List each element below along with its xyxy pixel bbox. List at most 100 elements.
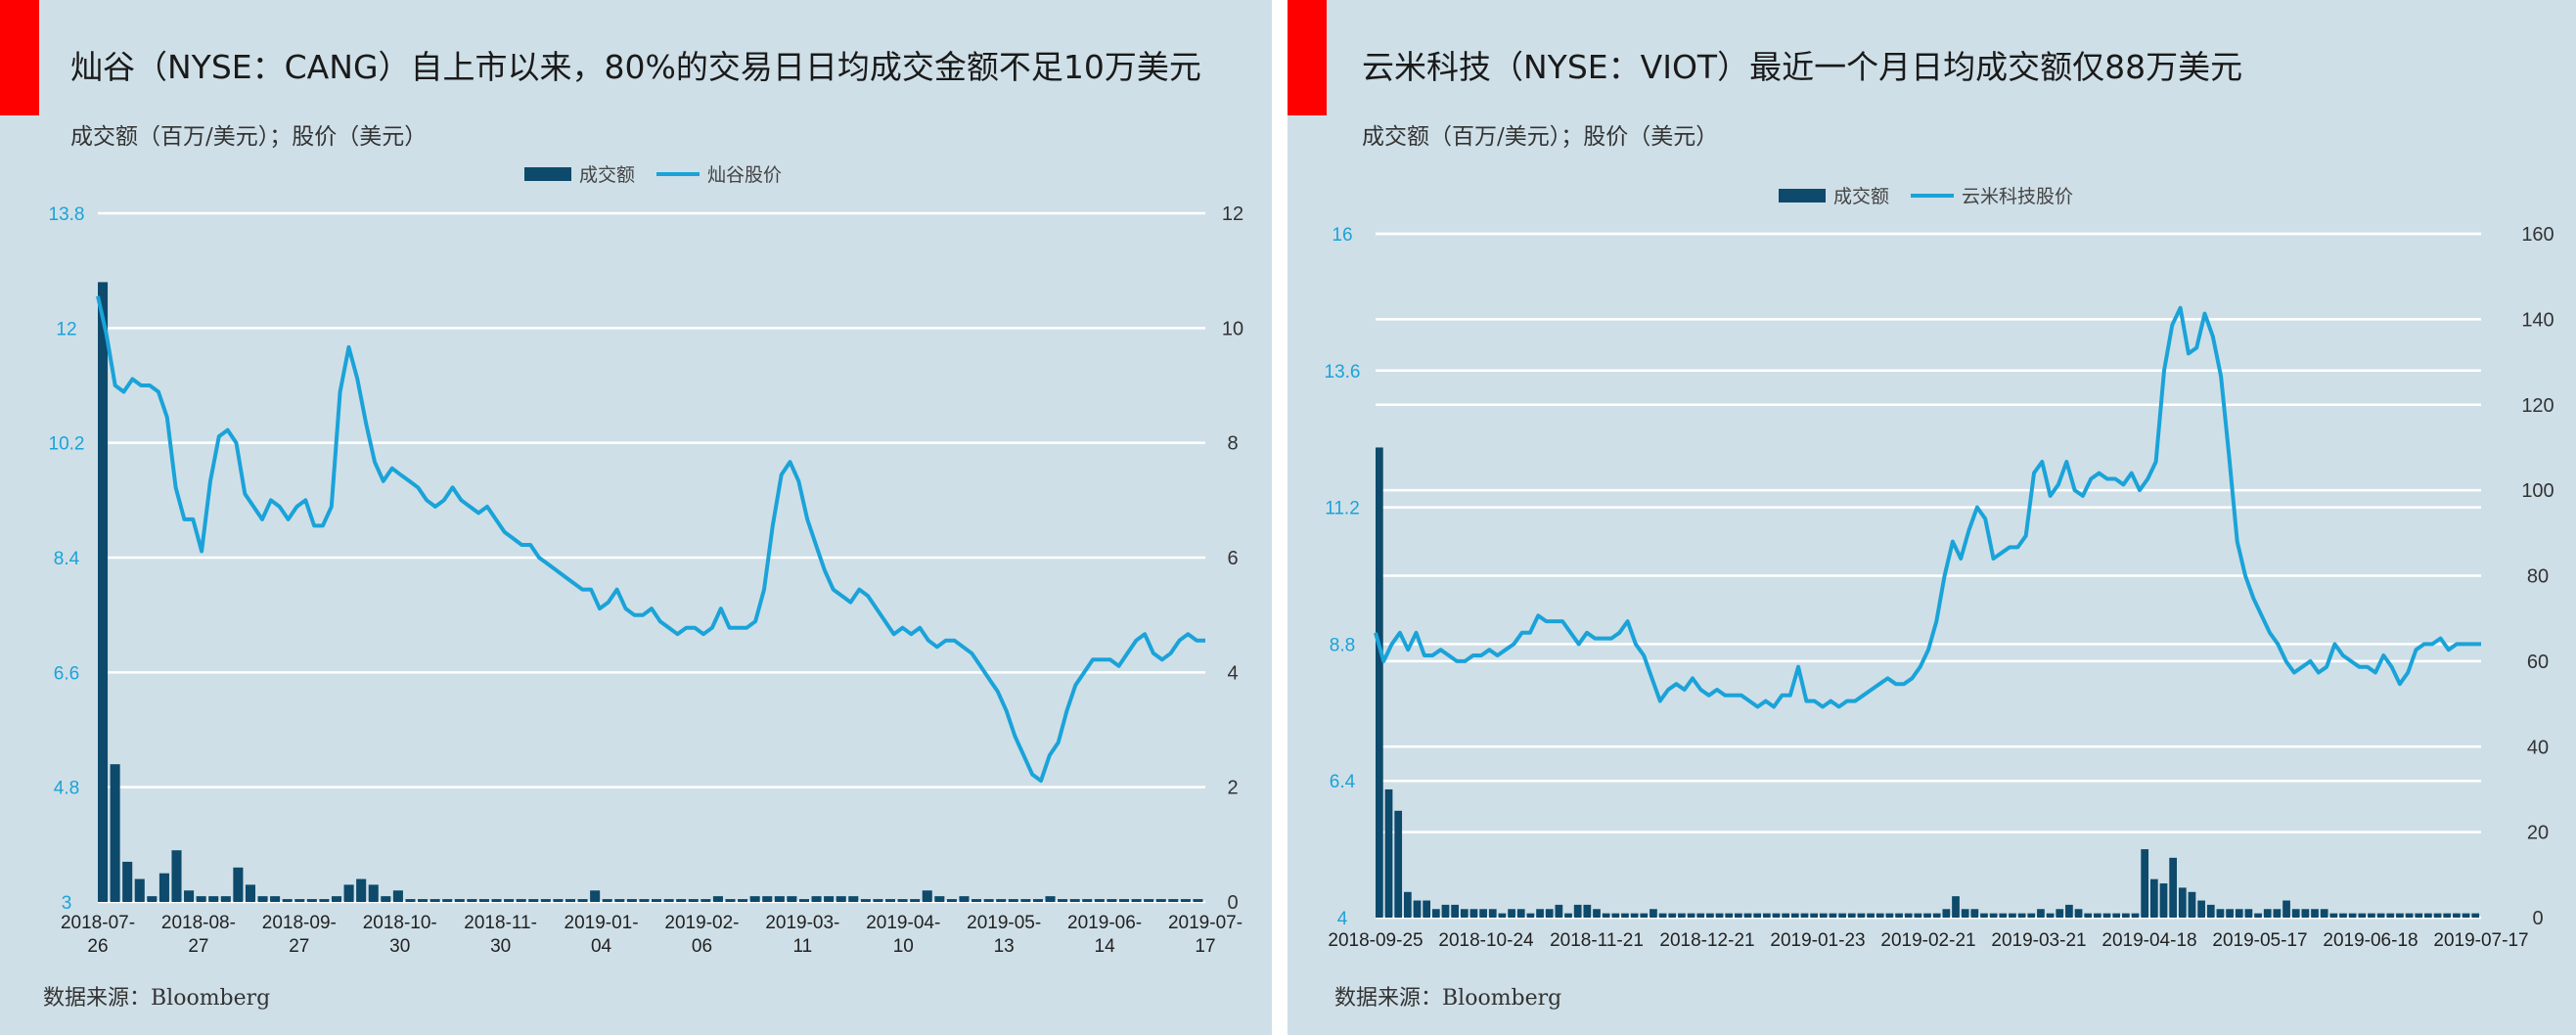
- volume-bar: [626, 899, 637, 902]
- x-tick-label-part: 27: [289, 936, 309, 957]
- legend-swatch-line: [1911, 193, 1955, 198]
- volume-bar: [577, 899, 588, 902]
- x-tick-label-part: 13: [994, 936, 1015, 957]
- volume-bar: [2291, 909, 2300, 918]
- y-right-tick-label: 2: [1227, 778, 1238, 799]
- volume-bar: [2131, 913, 2140, 918]
- volume-bar: [454, 899, 465, 902]
- price-line: [96, 295, 1205, 784]
- volume-bar: [1536, 909, 1544, 918]
- volume-bar: [1451, 904, 1459, 918]
- volume-bar: [1914, 913, 1922, 918]
- y-left-tick-label: 4.8: [54, 779, 79, 799]
- volume-bar: [2226, 909, 2234, 918]
- x-tick-label: 2018-07- 26: [61, 913, 135, 957]
- volume-bar: [712, 896, 723, 902]
- volume-bar: [2311, 909, 2319, 918]
- x-tick-label: 2018-11- 30: [464, 913, 537, 957]
- volume-bar: [1526, 913, 1535, 918]
- y-right-tick-label: 40: [2527, 737, 2549, 758]
- y-right-tick-label: 12: [1222, 203, 1243, 225]
- volume-bar: [1431, 909, 1440, 918]
- volume-bar: [270, 896, 281, 902]
- volume-bar: [2102, 913, 2111, 918]
- volume-bar: [158, 873, 169, 902]
- volume-bar: [652, 899, 662, 902]
- volume-bar: [245, 884, 255, 902]
- volume-bar: [836, 896, 846, 902]
- volume-bar: [356, 878, 367, 902]
- y-left-tick-label: 4: [1337, 909, 1348, 929]
- y-left-tick-label: 12: [56, 319, 76, 339]
- panel-cang: 灿谷（NYSE：CANG）自上市以来，80%的交易日日均成交金额不足10万美元 …: [0, 0, 1272, 1035]
- volume-bar: [1885, 913, 1894, 918]
- volume-bar: [1706, 913, 1714, 918]
- volume-bar: [676, 899, 687, 902]
- y-right-tick-label: 20: [2527, 823, 2549, 844]
- volume-bar: [884, 899, 896, 902]
- volume-bar: [1640, 913, 1649, 918]
- volume-bar: [1508, 909, 1515, 918]
- volume-bar: [2320, 909, 2328, 918]
- volume-bar: [478, 899, 489, 902]
- x-tick-label-part: 2018-10-: [363, 913, 437, 933]
- x-tick-label: 2018-10-24: [1438, 930, 1534, 951]
- volume-bar: [1583, 904, 1592, 918]
- volume-bar: [2149, 878, 2158, 918]
- volume-bar: [922, 890, 932, 902]
- volume-bar: [98, 282, 109, 902]
- y-right-tick-label: 60: [2527, 652, 2549, 673]
- x-tick-label: 2019-07- 17: [1168, 913, 1243, 957]
- chart-viot: 1613.611.28.86.4416014012010080604020020…: [1325, 224, 2554, 951]
- x-tick-label-part: 2018-08-: [161, 913, 236, 933]
- legend-label-volume: 成交额: [1833, 186, 1890, 207]
- volume-bar: [1545, 909, 1554, 918]
- data-source: 数据来源：Bloomberg: [43, 986, 271, 1011]
- volume-bar: [343, 884, 354, 902]
- volume-bar: [553, 899, 564, 902]
- x-tick-label-part: 26: [87, 936, 108, 957]
- x-tick-label-part: 2019-07-: [1168, 913, 1243, 933]
- x-tick-label-part: 17: [1195, 936, 1215, 957]
- volume-bar: [614, 899, 625, 902]
- volume-bar: [442, 899, 453, 902]
- volume-bar: [983, 899, 994, 902]
- volume-bar: [2396, 913, 2404, 918]
- volume-bar: [787, 896, 797, 902]
- volume-bar: [467, 899, 477, 902]
- volume-bar: [959, 896, 970, 902]
- x-tick-label: 2018-11-21: [1550, 930, 1644, 951]
- legend-swatch-line: [656, 171, 700, 176]
- volume-bar: [392, 890, 403, 902]
- x-tick-label: 2019-03-21: [1991, 930, 2086, 951]
- accent-bar: [1288, 0, 1327, 115]
- volume-bar: [1810, 913, 1818, 918]
- volume-bar: [1118, 899, 1130, 902]
- y-left-tick-label: 8.4: [54, 549, 80, 569]
- volume-bar: [1564, 913, 1572, 918]
- accent-bar: [0, 0, 39, 115]
- x-tick-label: 2019-06-18: [2323, 930, 2418, 951]
- y-right-tick-label: 160: [2521, 224, 2553, 246]
- volume-bar: [1488, 909, 1497, 918]
- y-left-tick-label: 3: [62, 893, 72, 914]
- y-left-tick-label: 11.2: [1325, 499, 1360, 519]
- volume-bar: [306, 899, 317, 902]
- volume-bar: [1573, 904, 1582, 918]
- volume-bar: [1107, 899, 1117, 902]
- volume-bar: [331, 896, 342, 902]
- x-tick-label: 2019-02-21: [1880, 930, 1975, 951]
- volume-bar: [1069, 899, 1080, 902]
- volume-bar: [1058, 899, 1068, 902]
- x-tick-label: 2019-06- 14: [1067, 913, 1142, 957]
- y-left-tick-label: 13.6: [1325, 362, 1361, 382]
- volume-bar: [1555, 904, 1563, 918]
- volume-bar: [2301, 909, 2310, 918]
- x-tick-label-part: 30: [389, 936, 410, 957]
- volume-bar: [2141, 849, 2149, 918]
- x-tick-label-part: 2019-05-: [967, 913, 1041, 933]
- volume-bar: [1403, 891, 1412, 918]
- volume-bar: [257, 896, 268, 902]
- volume-bar: [897, 899, 908, 902]
- volume-bar: [1725, 913, 1734, 918]
